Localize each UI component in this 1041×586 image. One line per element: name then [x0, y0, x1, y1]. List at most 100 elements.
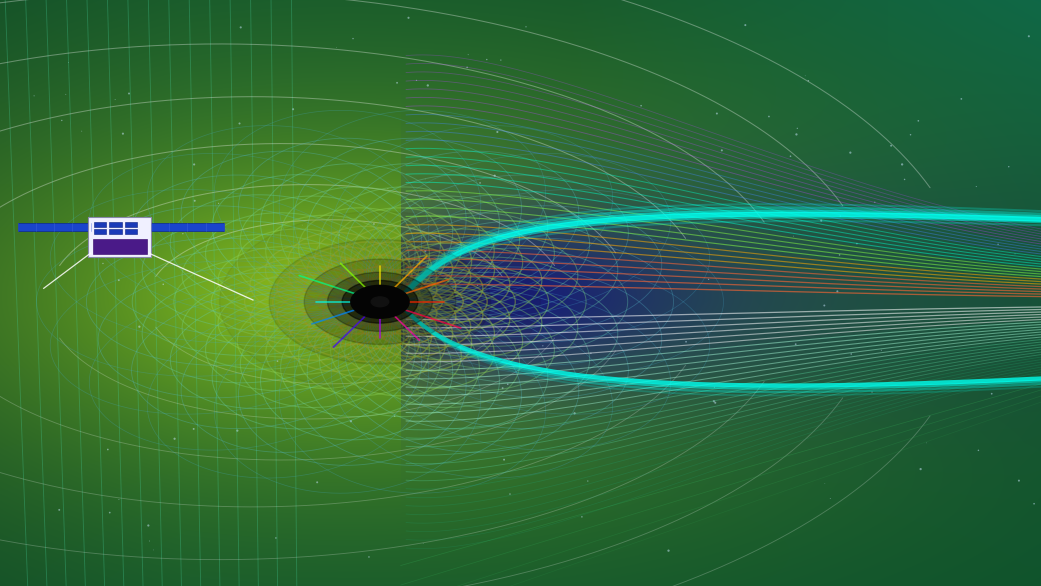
Point: [761, 112, 778, 121]
Point: [678, 337, 694, 346]
Point: [185, 424, 202, 434]
Point: [115, 129, 131, 138]
Point: [90, 250, 106, 260]
Point: [121, 89, 137, 98]
Point: [832, 250, 848, 260]
Point: [894, 160, 911, 169]
Point: [502, 489, 518, 499]
Point: [660, 546, 677, 556]
Point: [787, 339, 804, 349]
Point: [896, 175, 913, 184]
Bar: [93, 239, 147, 254]
Bar: [94, 229, 106, 234]
Point: [970, 446, 987, 455]
Point: [707, 398, 723, 407]
Point: [139, 521, 156, 530]
Point: [580, 476, 596, 486]
Point: [53, 116, 70, 125]
Point: [110, 275, 127, 285]
Point: [494, 383, 511, 393]
Point: [88, 219, 105, 229]
Point: [285, 104, 302, 114]
Bar: [125, 229, 137, 234]
Point: [492, 56, 509, 65]
Point: [489, 127, 506, 137]
Point: [360, 552, 377, 561]
Point: [60, 58, 77, 67]
Point: [1025, 499, 1041, 509]
Point: [633, 101, 650, 110]
Point: [816, 479, 833, 488]
FancyBboxPatch shape: [88, 217, 151, 257]
Point: [101, 508, 118, 517]
Point: [822, 494, 839, 503]
Point: [380, 184, 397, 193]
Circle shape: [372, 297, 388, 306]
Point: [270, 356, 286, 366]
Point: [101, 222, 118, 231]
Point: [110, 495, 127, 504]
Point: [709, 109, 726, 118]
Point: [416, 246, 433, 255]
Point: [185, 160, 202, 169]
Bar: [109, 222, 122, 227]
Point: [918, 438, 935, 448]
Point: [566, 408, 583, 418]
Point: [843, 349, 860, 359]
Point: [365, 219, 382, 229]
Point: [145, 545, 161, 554]
Point: [231, 119, 248, 128]
Circle shape: [270, 240, 490, 364]
Point: [813, 216, 830, 225]
Point: [534, 341, 551, 350]
Point: [782, 152, 798, 161]
Point: [968, 182, 985, 191]
Point: [386, 411, 403, 421]
Circle shape: [351, 285, 409, 318]
Circle shape: [304, 259, 456, 345]
Point: [229, 426, 246, 435]
Point: [848, 239, 865, 248]
Point: [26, 91, 43, 101]
Point: [486, 171, 503, 180]
Point: [462, 253, 479, 262]
Point: [340, 350, 357, 359]
Bar: [18, 223, 91, 231]
Point: [583, 349, 600, 358]
Point: [345, 34, 361, 43]
Point: [832, 212, 848, 221]
Point: [701, 275, 717, 284]
Point: [864, 387, 881, 397]
Point: [912, 464, 929, 473]
Point: [1007, 249, 1023, 258]
Point: [469, 281, 486, 290]
Point: [294, 220, 310, 230]
Point: [574, 512, 590, 522]
Point: [866, 197, 883, 207]
Bar: [109, 229, 122, 234]
Point: [328, 43, 345, 52]
Point: [706, 383, 722, 392]
Point: [131, 322, 148, 331]
Point: [73, 127, 90, 136]
Point: [706, 397, 722, 406]
Point: [990, 240, 1007, 249]
Point: [51, 505, 68, 515]
Point: [873, 346, 890, 355]
Point: [420, 81, 436, 90]
Point: [829, 287, 845, 296]
Point: [789, 124, 806, 133]
Point: [903, 130, 919, 139]
Point: [331, 230, 348, 240]
Point: [713, 146, 730, 155]
Point: [167, 434, 183, 444]
Circle shape: [220, 212, 540, 392]
Circle shape: [342, 281, 417, 323]
Point: [788, 130, 805, 139]
Bar: [151, 223, 224, 231]
Point: [500, 380, 516, 389]
Bar: [125, 222, 137, 227]
Point: [57, 90, 74, 99]
Point: [186, 196, 203, 206]
Point: [816, 301, 833, 310]
